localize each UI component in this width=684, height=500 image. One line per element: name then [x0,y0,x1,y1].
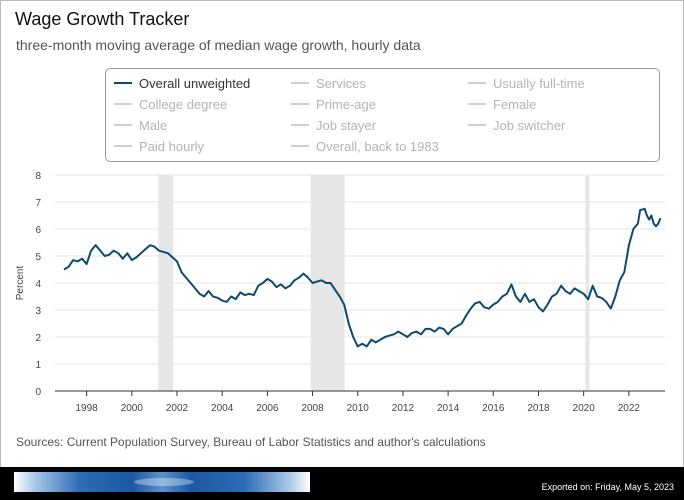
line-swatch-icon [291,82,309,84]
brand-banner [14,472,310,492]
legend-label: Female [493,96,537,112]
legend-item-college-degree[interactable]: College degree [114,95,227,113]
export-timestamp: Exported on: Friday, May 5, 2023 [541,482,674,492]
line-swatch-icon [468,124,486,126]
line-swatch-icon [114,103,132,105]
x-tick-label: 2022 [618,403,641,414]
y-tick-label: 3 [35,306,41,317]
line-swatch-icon [114,145,132,147]
y-tick-label: 5 [35,252,41,263]
line-swatch-icon [114,82,132,84]
legend-label: Services [316,75,366,91]
y-tick-label: 6 [35,225,41,236]
y-tick-label: 7 [35,198,41,209]
y-tick-label: 1 [35,360,41,371]
legend-label: Overall unweighted [139,75,251,91]
sources-note: Sources: Current Population Survey, Bure… [16,435,486,449]
legend-item-paid-hourly[interactable]: Paid hourly [114,137,204,155]
legend-item-prime-age[interactable]: Prime-age [291,95,376,113]
y-tick-label: 2 [35,333,41,344]
legend-item-female[interactable]: Female [468,95,536,113]
legend-label: Usually full-time [493,75,585,91]
legend-label: Prime-age [316,96,376,112]
x-tick-label: 2000 [121,403,144,414]
x-tick-label: 2018 [527,403,550,414]
x-tick-label: 2010 [347,403,370,414]
y-tick-label: 0 [35,387,41,398]
legend-label: Job switcher [493,117,566,133]
series-legend: Overall unweighted Services Usually full… [105,68,660,162]
series-line-overall-unweighted [63,207,662,348]
line-swatch-icon [291,145,309,147]
x-tick-label: 2016 [482,403,505,414]
x-tick-label: 2014 [437,403,460,414]
x-tick-label: 2004 [211,403,234,414]
legend-item-overall-back-to-1983[interactable]: Overall, back to 1983 [291,137,439,155]
x-tick-label: 1998 [76,403,99,414]
line-swatch-icon [468,82,486,84]
y-tick-label: 4 [35,279,41,290]
legend-label: Job stayer [316,117,376,133]
x-tick-label: 2012 [392,403,415,414]
y-tick-label: 8 [35,171,41,182]
wave-icon [134,478,194,486]
chart-container: Wage Growth Tracker three-month moving a… [0,0,684,468]
y-axis-label: Percent [15,266,26,301]
x-tick-label: 2008 [301,403,324,414]
line-swatch-icon [468,103,486,105]
legend-item-job-stayer[interactable]: Job stayer [291,116,376,134]
x-tick-label: 2020 [573,403,596,414]
line-swatch-icon [114,124,132,126]
page-title: Wage Growth Tracker [15,9,190,29]
legend-item-job-switcher[interactable]: Job switcher [468,116,565,134]
line-swatch-icon [291,124,309,126]
legend-item-services[interactable]: Services [291,74,366,92]
legend-item-usually-full-time[interactable]: Usually full-time [468,74,585,92]
legend-label: Paid hourly [139,138,205,154]
legend-label: Male [139,117,168,133]
line-chart: 0 1 2 3 4 5 6 7 8 1998 2000 2002 2004 2006 2008 2010 201… [15,171,665,414]
x-tick-label: 2006 [256,403,279,414]
legend-label: College degree [139,96,228,112]
legend-item-overall-unweighted[interactable]: Overall unweighted [114,74,250,92]
line-swatch-icon [291,103,309,105]
x-tick-label: 2002 [166,403,189,414]
legend-item-male[interactable]: Male [114,116,167,134]
legend-label: Overall, back to 1983 [316,138,439,154]
chart-subtitle: three-month moving average of median wag… [16,37,421,53]
